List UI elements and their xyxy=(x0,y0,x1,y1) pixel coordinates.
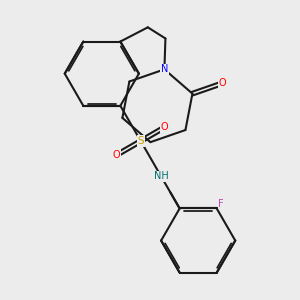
Text: O: O xyxy=(218,78,226,88)
Text: O: O xyxy=(113,150,121,160)
Text: N: N xyxy=(161,64,168,74)
Text: NH: NH xyxy=(154,171,169,182)
Text: F: F xyxy=(218,199,224,209)
Text: O: O xyxy=(161,122,169,132)
Text: S: S xyxy=(137,136,144,146)
